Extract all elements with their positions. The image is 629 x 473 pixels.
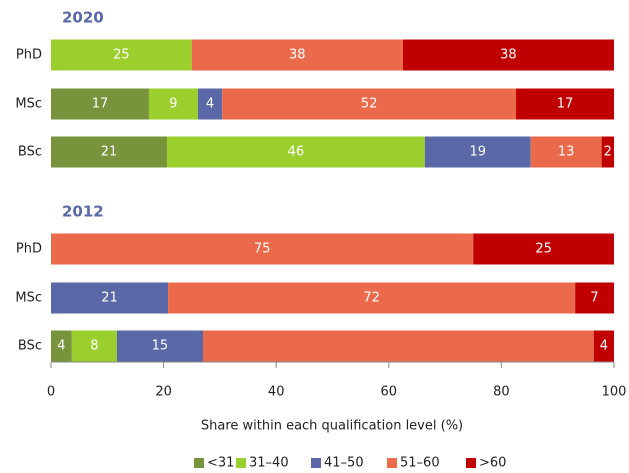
value-label: 75 — [254, 242, 271, 257]
bar-segment — [402, 39, 614, 71]
value-label: 21 — [101, 145, 118, 160]
x-axis-label: Share within each qualification level (%… — [201, 419, 463, 434]
x-tick-label: 0 — [47, 385, 55, 400]
value-label: 46 — [288, 145, 305, 160]
bar-segment — [168, 282, 576, 314]
category-label: BSc — [18, 145, 42, 160]
value-label: 8 — [90, 339, 98, 354]
value-label: 38 — [500, 48, 517, 63]
bar-segment — [51, 88, 149, 120]
legend-swatch — [236, 458, 246, 468]
legend-swatch — [311, 458, 321, 468]
bar-segment — [197, 88, 223, 120]
bar-segment — [424, 136, 531, 168]
bar-segment — [191, 39, 403, 71]
bar-segment — [51, 39, 192, 71]
bar-segment — [530, 136, 602, 168]
value-label: 2 — [604, 145, 612, 160]
value-label: 72 — [363, 291, 380, 306]
panel-title: 2012 — [62, 203, 104, 221]
legend-swatch — [387, 458, 397, 468]
value-label: 13 — [558, 145, 575, 160]
x-tick-label: 60 — [381, 385, 398, 400]
category-label: PhD — [16, 242, 42, 257]
value-label: 9 — [169, 97, 177, 112]
value-label: 4 — [206, 97, 214, 112]
value-label: 25 — [535, 242, 552, 257]
bar-segment — [516, 88, 614, 120]
legend-label: >60 — [479, 456, 506, 471]
bar-segment — [148, 88, 198, 120]
bar-segment — [116, 330, 204, 362]
bar-segment — [166, 136, 425, 168]
x-tick-label: 80 — [493, 385, 510, 400]
bar-segment — [222, 88, 517, 120]
value-label: 7 — [590, 291, 598, 306]
legend-label: 51–60 — [400, 456, 440, 471]
bar-segment — [473, 233, 614, 265]
bar-segment — [203, 330, 594, 362]
category-label: PhD — [16, 48, 42, 63]
category-label: BSc — [18, 339, 42, 354]
bar-segment — [51, 330, 72, 362]
legend-swatch — [194, 458, 204, 468]
value-label: 4 — [57, 339, 65, 354]
legend-label: 31–40 — [249, 456, 289, 471]
value-label: 21 — [101, 291, 118, 306]
value-label: 4 — [600, 339, 608, 354]
bar-segment — [51, 136, 167, 168]
value-label: 52 — [361, 97, 378, 112]
legend-label: 41–50 — [324, 456, 364, 471]
legend-swatch — [466, 458, 476, 468]
bar-segment — [71, 330, 117, 362]
value-label: 17 — [92, 97, 109, 112]
bar-segment — [51, 282, 169, 314]
value-label: 38 — [289, 48, 306, 63]
category-label: MSc — [15, 291, 42, 306]
value-label: 25 — [113, 48, 130, 63]
x-tick-label: 100 — [602, 385, 627, 400]
category-label: MSc — [15, 97, 42, 112]
bar-segment — [601, 136, 614, 168]
bar-segment — [575, 282, 614, 314]
x-tick-label: 20 — [155, 385, 172, 400]
value-label: 17 — [557, 97, 574, 112]
value-label: 15 — [152, 339, 169, 354]
x-tick-label: 40 — [268, 385, 285, 400]
bar-segment — [51, 233, 474, 265]
legend-label: <31 — [207, 456, 234, 471]
panel-title: 2020 — [62, 9, 104, 27]
value-label: 19 — [469, 145, 486, 160]
bar-segment — [593, 330, 614, 362]
